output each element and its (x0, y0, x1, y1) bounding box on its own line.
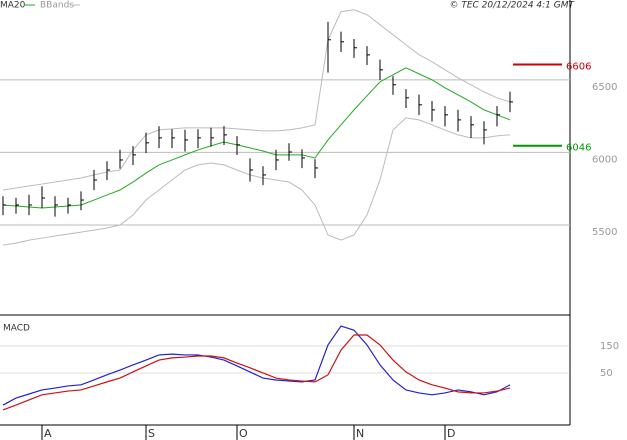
x-tick-label: N (356, 427, 364, 440)
level-label: 6046 (566, 143, 591, 154)
y-tick-label: 6000 (592, 154, 617, 165)
legend-ma20: MA20 (0, 1, 26, 11)
macd-title: MACD (3, 324, 30, 334)
macd-line (2, 334, 511, 411)
macd-line (2, 325, 511, 406)
ma20-line (2, 67, 511, 209)
credit: © TEC 20/12/2024 4:1 GMT (449, 1, 575, 11)
y-tick-label: 5500 (592, 227, 617, 238)
x-tick-label: D (447, 427, 455, 440)
y-tick-label: 50 (600, 368, 613, 379)
bband-upper (2, 9, 511, 191)
level-label: 6606 (566, 61, 591, 72)
x-tick-label: O (239, 427, 248, 440)
x-tick-label: A (44, 427, 52, 440)
y-tick-label: 6500 (592, 82, 617, 93)
legend: MA20 BBands (0, 1, 80, 11)
bband-lower (2, 117, 511, 246)
x-tick-label: S (148, 427, 155, 440)
y-tick-label: 150 (600, 341, 619, 352)
legend-bbands: BBands (40, 1, 74, 11)
